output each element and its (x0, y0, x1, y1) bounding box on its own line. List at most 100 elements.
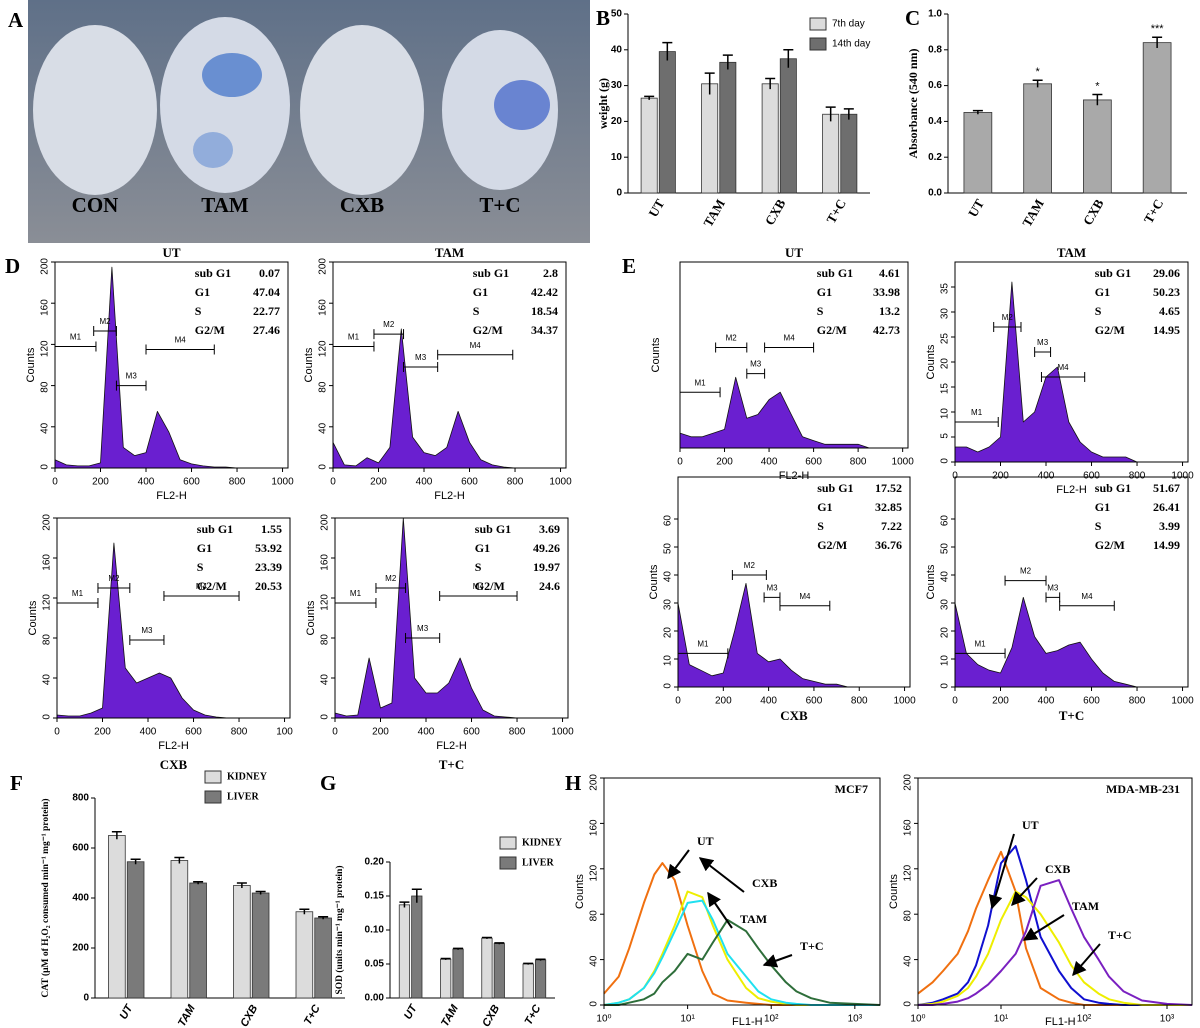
panel-caption: T+C (439, 757, 464, 772)
stat-label: G1 (195, 285, 210, 299)
stat-value: 17.52 (875, 481, 902, 495)
significance-label: *** (1151, 23, 1165, 35)
y-tick-label: 40 (318, 422, 329, 434)
gate-marker (115, 380, 147, 391)
x-tick-label: 100 (276, 727, 293, 738)
y-tick-label: 50 (663, 543, 674, 555)
y-tick-label: 20 (611, 116, 623, 127)
legend-swatch (499, 856, 517, 870)
x-tick-label: 600 (1083, 696, 1100, 707)
x-tick-label: 800 (231, 727, 248, 738)
y-tick-label: 60 (663, 515, 674, 527)
bar (452, 948, 464, 999)
dye-spot (494, 80, 550, 130)
stat-value: 3.99 (1159, 519, 1180, 533)
annotation-arrow (988, 833, 1015, 910)
gate-label: M4 (1081, 592, 1093, 601)
stat-label: G2/M (473, 323, 503, 337)
annotation-arrow (1072, 943, 1101, 977)
stat-label: S (197, 560, 204, 574)
plot-frame (954, 476, 1189, 688)
x-axis-label: FL2-H (436, 740, 467, 752)
error-bar (843, 108, 854, 120)
gate-marker (145, 344, 215, 355)
gate-label: M1 (350, 589, 362, 598)
gate-marker (1034, 347, 1052, 357)
x-tick-label: 1000 (892, 457, 915, 468)
legend-swatch (204, 790, 222, 804)
legend-label: 7th day (832, 19, 865, 30)
annotation-label: CXB (1045, 862, 1070, 876)
x-tick-label: 800 (229, 477, 246, 488)
stat-value: 29.06 (1153, 266, 1180, 280)
annotation-label: TAM (1072, 899, 1099, 913)
dye-spot (193, 132, 233, 168)
bar (719, 61, 737, 194)
legend-label: KIDNEY (227, 771, 268, 782)
y-axis-label: SOD (units min⁻¹ mg⁻¹ protein) (334, 865, 345, 994)
error-bar (481, 936, 492, 939)
x-tick-label: 600 (806, 696, 823, 707)
panel-caption: T+C (1059, 708, 1084, 723)
plot-frame (679, 261, 909, 449)
y-tick-label: 80 (589, 910, 600, 922)
x-tick-label: T+C (823, 196, 849, 226)
x-tick-label: 800 (509, 727, 526, 738)
x-tick-label: 1000 (551, 727, 574, 738)
stat-label: sub G1 (197, 522, 233, 536)
y-tick-label: 30 (940, 599, 951, 611)
error-bar (299, 908, 310, 915)
error-bar (411, 888, 422, 903)
bar (398, 904, 411, 999)
y-tick-label: 40 (320, 674, 331, 686)
gate-marker (764, 342, 815, 353)
x-tick-label: T+C (1141, 196, 1167, 226)
annotation-label: TAM (740, 912, 767, 926)
annotation-label: T+C (1108, 928, 1132, 942)
x-tick-label: 200 (716, 457, 733, 468)
gate-marker (993, 322, 1022, 332)
y-tick-label: 0 (616, 188, 622, 199)
x-tick-label: 10³ (848, 1014, 863, 1025)
y-tick-label: 0.10 (365, 925, 385, 936)
stat-value: 20.53 (255, 579, 282, 593)
y-axis-label: Counts (648, 564, 660, 599)
x-tick-label: CXB (480, 1003, 502, 1028)
histogram-area (334, 517, 563, 719)
y-tick-label: 200 (320, 514, 331, 531)
error-bar (494, 942, 505, 945)
x-tick-label: TAM (439, 1002, 461, 1028)
annotation-arrow (1011, 877, 1038, 907)
x-tick-label: 10³ (1160, 1014, 1175, 1025)
significance-label: * (1095, 80, 1100, 92)
y-tick-label: 20 (940, 358, 951, 370)
plot-title: UT (785, 245, 803, 260)
y-tick-label: 0.0 (928, 188, 942, 199)
x-tick-label: 0 (330, 477, 336, 488)
stat-label: G2/M (475, 579, 505, 593)
gate-label: M4 (196, 582, 208, 591)
y-tick-label: 0.6 (928, 80, 942, 91)
error-bar (1032, 79, 1043, 88)
y-axis-label: Counts (574, 874, 586, 909)
y-axis-label: Counts (303, 347, 315, 382)
x-tick-label: 400 (761, 457, 778, 468)
y-tick-label: 0 (83, 993, 89, 1004)
bar (233, 885, 251, 999)
gate-label: M3 (126, 372, 138, 381)
y-tick-label: 0.4 (928, 116, 942, 127)
stat-label: S (817, 519, 824, 533)
y-tick-label: 80 (903, 910, 914, 922)
y-tick-label: 0 (318, 464, 329, 470)
gate-label: M3 (750, 360, 762, 369)
legend-swatch (809, 17, 827, 31)
mouse (33, 25, 157, 195)
error-bar (644, 95, 655, 100)
stat-label: G2/M (817, 323, 847, 337)
x-tick-label: 200 (370, 477, 387, 488)
gate-marker (439, 591, 518, 601)
stat-label: S (1095, 519, 1102, 533)
x-tick-label: 800 (850, 457, 867, 468)
stat-label: S (195, 304, 202, 318)
panel-label: G (320, 771, 336, 795)
